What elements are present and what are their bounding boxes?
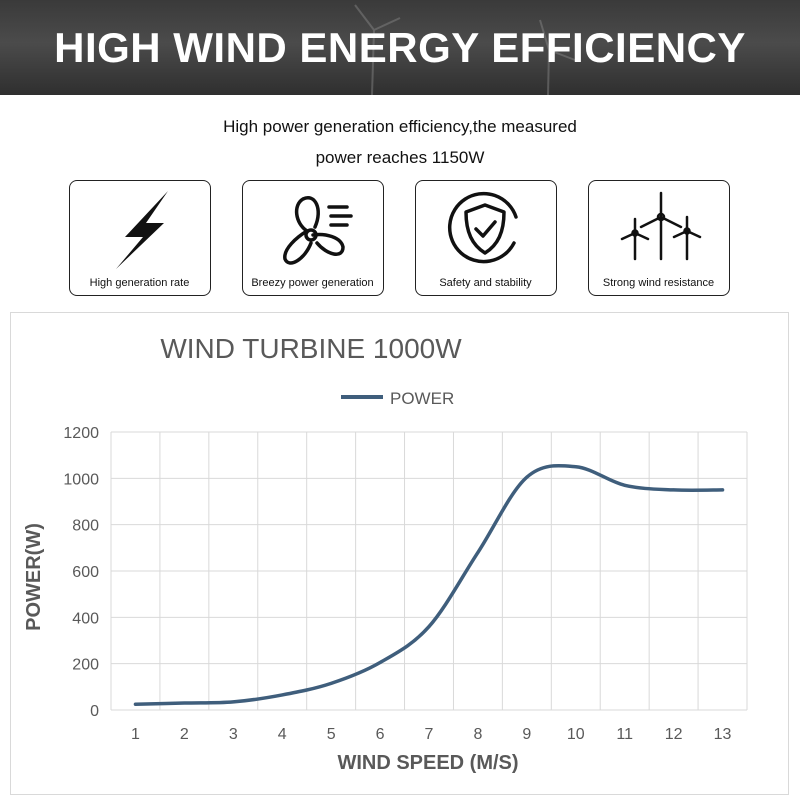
x-tick-label: 3 [229, 726, 238, 743]
series-line-0 [133, 463, 725, 706]
x-tick-label: 6 [376, 726, 385, 743]
y-tick-label: 1200 [63, 425, 99, 442]
data-point [133, 702, 137, 706]
feature-card-safety: Safety and stability [415, 180, 557, 296]
x-tick-label: 13 [714, 726, 732, 743]
data-point [280, 693, 284, 697]
shield-check-icon [447, 191, 518, 264]
x-tick-label: 5 [327, 726, 336, 743]
feature-label: Strong wind resistance [602, 277, 715, 289]
x-tick-label: 9 [522, 726, 531, 743]
feature-label: Safety and stability [439, 277, 532, 289]
y-tick-label: 200 [72, 657, 99, 674]
feature-label: High generation rate [89, 277, 190, 289]
data-point [182, 701, 186, 705]
data-point [231, 700, 235, 704]
y-tick-label: 600 [72, 564, 99, 581]
x-tick-label: 8 [473, 726, 482, 743]
x-tick-label: 7 [425, 726, 434, 743]
feature-card-generation-rate: High generation rate [69, 180, 211, 296]
data-point [476, 550, 480, 554]
y-tick-label: 0 [90, 703, 99, 720]
wind-farm-background [354, 4, 576, 95]
data-point [672, 488, 676, 492]
y-tick-label: 800 [72, 518, 99, 535]
banner-title: HIGH WIND ENERGY EFFICIENCY [54, 23, 746, 71]
y-tick-label: 1000 [63, 471, 99, 488]
intro-line-1: High power generation efficiency,the mea… [223, 117, 577, 136]
x-tick-label: 2 [180, 726, 189, 743]
feature-label: Breezy power generation [251, 277, 374, 289]
chart-title: WIND TURBINE 1000W [160, 333, 462, 364]
y-axis-label: POWER(W) [23, 523, 45, 631]
data-point [525, 475, 529, 479]
data-point [721, 488, 725, 492]
x-tick-label: 4 [278, 726, 287, 743]
data-point [427, 625, 431, 629]
fan-icon [283, 196, 353, 265]
x-tick-label: 1 [131, 726, 140, 743]
intro-line-2: power reaches 1150W [315, 148, 485, 167]
x-axis-label: WIND SPEED (M/S) [337, 752, 518, 774]
chart-frame: WIND TURBINE 1000W POWER 0 200 400 600 800 10… [10, 312, 789, 795]
x-tick-label: 12 [665, 726, 683, 743]
data-point [623, 483, 627, 487]
header-banner: HIGH WIND ENERGY EFFICIENCY [0, 0, 800, 95]
data-point [574, 465, 578, 469]
data-point [329, 681, 333, 685]
power-curve-chart: WIND TURBINE 1000W POWER 0 200 400 600 800 10… [23, 333, 748, 774]
feature-card-wind-resistance: Strong wind resistance [588, 180, 730, 296]
legend-label: POWER [390, 389, 454, 408]
lightning-icon [116, 191, 168, 269]
feature-card-breezy-power: Breezy power generation [242, 180, 384, 296]
y-tick-label: 400 [72, 610, 99, 627]
data-point [378, 661, 382, 665]
x-tick-label: 11 [616, 726, 633, 743]
wind-turbines-icon [620, 191, 702, 261]
x-tick-label: 10 [567, 726, 585, 743]
